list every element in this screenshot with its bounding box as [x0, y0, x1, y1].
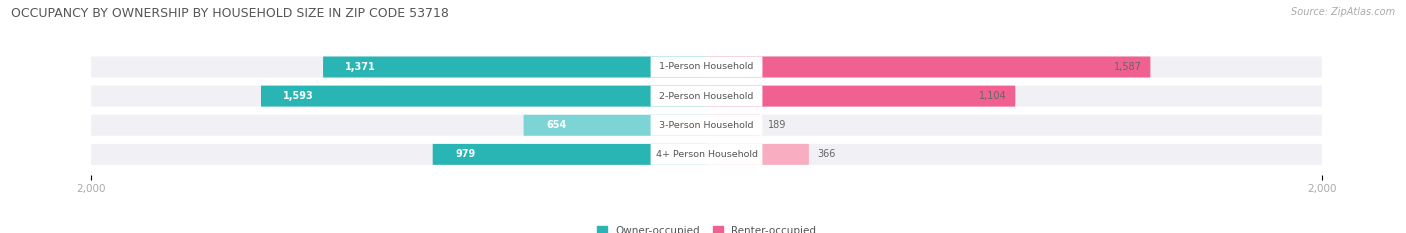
Text: 3-Person Household: 3-Person Household [659, 121, 754, 130]
FancyBboxPatch shape [91, 115, 1322, 136]
Text: 189: 189 [768, 120, 786, 130]
Text: Source: ZipAtlas.com: Source: ZipAtlas.com [1291, 7, 1395, 17]
FancyBboxPatch shape [707, 115, 759, 136]
Text: 979: 979 [456, 149, 475, 159]
FancyBboxPatch shape [651, 86, 762, 107]
FancyBboxPatch shape [651, 144, 762, 165]
FancyBboxPatch shape [91, 56, 1322, 77]
FancyBboxPatch shape [651, 115, 762, 136]
FancyBboxPatch shape [91, 86, 1322, 107]
FancyBboxPatch shape [262, 86, 707, 107]
Text: 2-Person Household: 2-Person Household [659, 92, 754, 101]
Text: 4+ Person Household: 4+ Person Household [655, 150, 758, 159]
Text: 1-Person Household: 1-Person Household [659, 62, 754, 72]
FancyBboxPatch shape [707, 86, 1015, 107]
Text: 1,371: 1,371 [346, 62, 377, 72]
Text: 366: 366 [817, 149, 835, 159]
Text: 654: 654 [546, 120, 567, 130]
FancyBboxPatch shape [433, 144, 707, 165]
Text: 1,104: 1,104 [980, 91, 1007, 101]
Text: OCCUPANCY BY OWNERSHIP BY HOUSEHOLD SIZE IN ZIP CODE 53718: OCCUPANCY BY OWNERSHIP BY HOUSEHOLD SIZE… [11, 7, 449, 20]
FancyBboxPatch shape [91, 144, 1322, 165]
Text: 1,587: 1,587 [1114, 62, 1142, 72]
Legend: Owner-occupied, Renter-occupied: Owner-occupied, Renter-occupied [596, 226, 817, 233]
FancyBboxPatch shape [707, 56, 1150, 77]
FancyBboxPatch shape [323, 56, 707, 77]
FancyBboxPatch shape [651, 56, 762, 77]
FancyBboxPatch shape [523, 115, 707, 136]
Text: 1,593: 1,593 [284, 91, 314, 101]
FancyBboxPatch shape [707, 144, 808, 165]
